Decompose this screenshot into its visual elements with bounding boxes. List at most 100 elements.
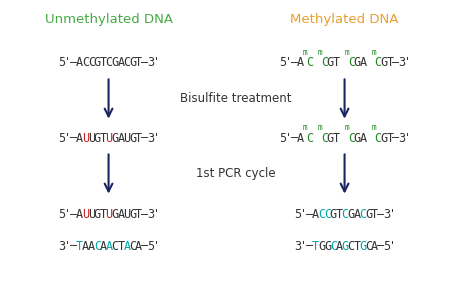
Text: 1st PCR cycle: 1st PCR cycle <box>196 167 276 181</box>
Text: ': ' <box>300 208 307 221</box>
Text: –: – <box>377 239 384 253</box>
Text: G: G <box>330 208 337 221</box>
Text: G: G <box>111 56 118 70</box>
Text: T: T <box>100 131 107 145</box>
Text: m: m <box>318 123 322 132</box>
Text: ': ' <box>153 208 160 221</box>
Text: C: C <box>106 56 113 70</box>
Text: 5: 5 <box>59 56 66 70</box>
Text: C: C <box>88 56 95 70</box>
Text: C: C <box>318 208 325 221</box>
Text: 5: 5 <box>295 208 302 221</box>
Text: –: – <box>70 131 77 145</box>
Text: Bisulfite treatment: Bisulfite treatment <box>180 92 292 106</box>
Text: 3: 3 <box>295 239 302 253</box>
Text: 5: 5 <box>279 131 286 145</box>
Text: T: T <box>312 239 319 253</box>
Text: 3: 3 <box>147 208 154 221</box>
Text: T: T <box>387 131 394 145</box>
Text: T: T <box>135 208 142 221</box>
Text: C: C <box>348 56 355 70</box>
Text: G: G <box>380 56 388 70</box>
Text: G: G <box>129 131 136 145</box>
Text: C: C <box>330 239 337 253</box>
Text: C: C <box>111 239 118 253</box>
Text: G: G <box>94 56 101 70</box>
Text: ': ' <box>153 56 160 70</box>
Text: G: G <box>111 131 118 145</box>
Text: C: C <box>324 208 331 221</box>
Text: ': ' <box>285 131 292 145</box>
Text: –: – <box>377 208 384 221</box>
Text: A: A <box>336 239 343 253</box>
Text: A: A <box>297 56 304 70</box>
Text: 3: 3 <box>147 56 154 70</box>
Text: G: G <box>111 208 118 221</box>
Text: A: A <box>76 208 83 221</box>
Text: –: – <box>141 239 148 253</box>
Text: Unmethylated DNA: Unmethylated DNA <box>44 13 173 26</box>
Text: 3: 3 <box>398 56 405 70</box>
Text: U: U <box>123 131 130 145</box>
Text: m: m <box>318 48 322 57</box>
Text: U: U <box>88 208 95 221</box>
Text: m: m <box>371 123 376 132</box>
Text: G: G <box>129 56 136 70</box>
Text: G: G <box>324 239 331 253</box>
Text: –: – <box>306 208 313 221</box>
Text: G: G <box>129 208 136 221</box>
Text: C: C <box>94 239 101 253</box>
Text: G: G <box>327 56 334 70</box>
Text: m: m <box>303 48 307 57</box>
Text: G: G <box>94 131 101 145</box>
Text: A: A <box>118 56 125 70</box>
Text: A: A <box>123 239 130 253</box>
Text: 3: 3 <box>59 239 66 253</box>
Text: C: C <box>321 56 328 70</box>
Text: ': ' <box>404 56 411 70</box>
Text: G: G <box>354 56 361 70</box>
Text: C: C <box>375 56 382 70</box>
Text: –: – <box>70 239 77 253</box>
Text: ': ' <box>404 131 411 145</box>
Text: ': ' <box>153 131 160 145</box>
Text: C: C <box>123 56 130 70</box>
Text: C: C <box>348 131 355 145</box>
Text: C: C <box>82 56 89 70</box>
Text: G: G <box>365 208 372 221</box>
Text: –: – <box>70 208 77 221</box>
Text: G: G <box>342 239 349 253</box>
Text: C: C <box>306 131 313 145</box>
Text: m: m <box>303 123 307 132</box>
Text: G: G <box>318 239 325 253</box>
Text: C: C <box>347 239 354 253</box>
Text: ': ' <box>153 239 160 253</box>
Text: G: G <box>327 131 334 145</box>
Text: 3: 3 <box>147 131 154 145</box>
Text: C: C <box>342 208 349 221</box>
Text: ': ' <box>64 239 71 253</box>
Text: T: T <box>387 56 394 70</box>
Text: A: A <box>118 131 125 145</box>
Text: 5: 5 <box>279 56 286 70</box>
Text: G: G <box>94 208 101 221</box>
Text: ': ' <box>64 56 71 70</box>
Text: m: m <box>345 48 349 57</box>
Text: G: G <box>354 131 361 145</box>
Text: A: A <box>106 239 113 253</box>
Text: A: A <box>118 208 125 221</box>
Text: A: A <box>371 239 378 253</box>
Text: m: m <box>345 123 349 132</box>
Text: ': ' <box>64 131 71 145</box>
Text: A: A <box>354 208 361 221</box>
Text: U: U <box>123 208 130 221</box>
Text: –: – <box>70 56 77 70</box>
Text: ': ' <box>64 208 71 221</box>
Text: 3: 3 <box>398 131 405 145</box>
Text: A: A <box>76 131 83 145</box>
Text: –: – <box>392 56 399 70</box>
Text: G: G <box>359 239 366 253</box>
Text: 5: 5 <box>59 208 66 221</box>
Text: A: A <box>312 208 319 221</box>
Text: A: A <box>135 239 142 253</box>
